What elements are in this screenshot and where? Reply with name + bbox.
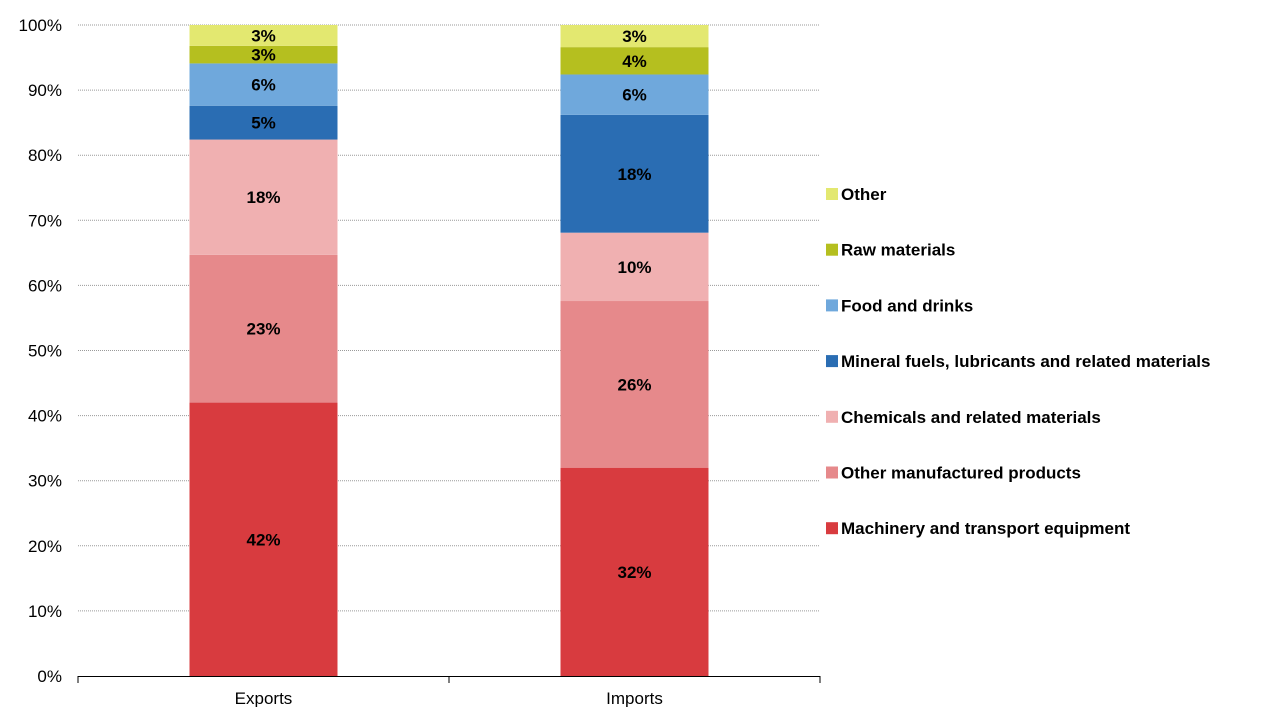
y-tick-label: 0% [37, 667, 62, 686]
legend-label: Machinery and transport equipment [841, 519, 1130, 538]
legend-swatch-other [826, 188, 838, 200]
bar-segment-imports-mineral-fuels-lubricants-and-related-materials [560, 114, 709, 233]
data-label: 6% [622, 86, 647, 105]
bar-segment-exports-raw-materials [189, 45, 338, 64]
legend-swatch-mineral-fuels-lubricants-and-related-materials [826, 355, 838, 368]
y-axis: 0% 10% 20% 30% 40% 50% 60% 70% 80% 90% 100% [19, 16, 62, 686]
y-tick-label: 70% [28, 211, 62, 230]
bars: 42%23%18%5%6%3%3%32%26%10%18%6%4%3% [189, 25, 709, 676]
x-tick-label: Exports [235, 689, 293, 707]
bar-segment-exports-machinery-and-transport-equipment [189, 402, 338, 676]
legend-swatch-raw-materials [826, 243, 838, 256]
y-tick-label: 10% [28, 602, 62, 621]
bar-segment-imports-raw-materials [560, 47, 709, 75]
bar-segment-exports-other-manufactured-products [189, 254, 338, 403]
bar-segment-exports-other [189, 25, 338, 46]
legend-label: Food and drinks [841, 296, 973, 315]
data-label: 3% [251, 26, 276, 45]
legend-label: Mineral fuels, lubricants and related ma… [841, 352, 1210, 371]
y-tick-label: 100% [19, 16, 62, 35]
y-tick-label: 30% [28, 472, 62, 491]
bar-segment-imports-other [560, 25, 709, 48]
bar-segment-exports-mineral-fuels-lubricants-and-related-materials [189, 105, 338, 140]
legend-label: Other manufactured products [841, 464, 1081, 483]
y-tick-label: 40% [28, 407, 62, 426]
data-label: 3% [251, 46, 276, 65]
legend-swatch-other-manufactured-products [826, 466, 838, 479]
data-label: 26% [617, 375, 651, 394]
gridlines [78, 24, 820, 612]
legend: Other Raw materials Food and drinks Mineral… [826, 185, 1210, 538]
legend-label: Chemicals and related materials [841, 408, 1101, 427]
y-tick-label: 90% [28, 81, 62, 100]
data-label: 32% [617, 563, 651, 582]
x-tick-label: Imports [606, 689, 663, 707]
x-axis: Exports Imports [77, 676, 821, 707]
y-tick-label: 60% [28, 276, 62, 295]
legend-swatch-chemicals-and-related-materials [826, 410, 838, 423]
y-tick-label: 80% [28, 146, 62, 165]
data-label: 18% [246, 188, 280, 207]
legend-swatch-food-and-drinks [826, 299, 838, 312]
bar-segment-imports-other-manufactured-products [560, 301, 709, 468]
legend-swatch-machinery-and-transport-equipment [826, 522, 838, 535]
bar-segment-imports-chemicals-and-related-materials [560, 232, 709, 302]
legend-label: Raw materials [841, 241, 955, 260]
data-label: 23% [246, 320, 280, 339]
data-label: 10% [617, 258, 651, 277]
bar-segment-exports-chemicals-and-related-materials [189, 139, 338, 255]
y-tick-label: 20% [28, 537, 62, 556]
data-label: 42% [246, 530, 280, 549]
data-label: 6% [251, 76, 276, 95]
legend-label: Other [841, 185, 887, 204]
bar-segment-imports-food-and-drinks [560, 74, 709, 115]
y-tick-label: 50% [28, 342, 62, 361]
data-label: 5% [251, 114, 276, 133]
data-label: 3% [622, 27, 647, 46]
data-label: 18% [617, 165, 651, 184]
bar-segment-exports-food-and-drinks [189, 63, 338, 106]
bar-segment-imports-machinery-and-transport-equipment [560, 467, 709, 676]
data-label: 4% [622, 52, 647, 71]
